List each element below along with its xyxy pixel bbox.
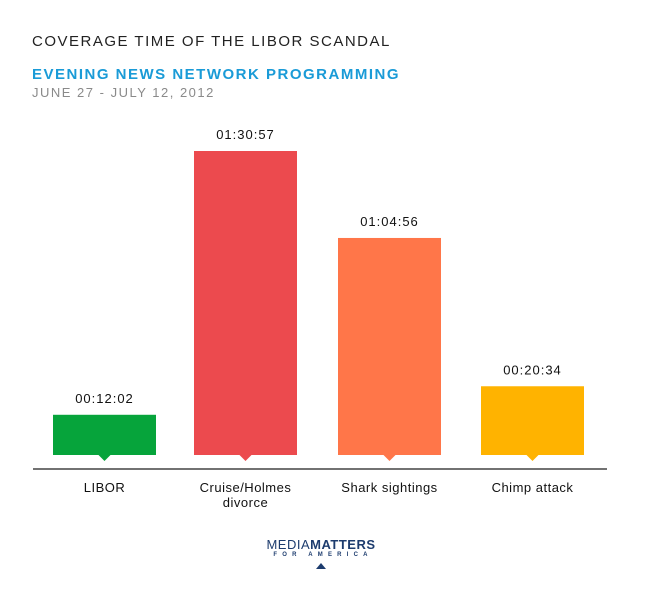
category-label: LIBOR [84,480,126,495]
bar-pointer [526,455,539,461]
category-label: Shark sightings [341,480,437,495]
date-range: JUNE 27 - JULY 12, 2012 [32,85,215,100]
bar-value-label: 00:20:34 [503,362,562,377]
bar-value-label: 00:12:02 [75,391,134,406]
chart-title: COVERAGE TIME OF THE LIBOR SCANDAL [32,33,391,50]
bar [338,237,441,455]
media-matters-logo: MEDIAMATTERS FOR AMERICA [266,538,376,569]
bar-value-label: 01:04:56 [360,214,419,229]
category-label: Cruise/Holmes [200,480,292,495]
logo-triangle-icon [316,563,326,569]
category-label: divorce [223,495,268,510]
bar [481,386,584,455]
logo-wordmark: MEDIAMATTERS [266,537,376,552]
bar-pointer [383,455,396,461]
chart-subtitle: EVENING NEWS NETWORK PROGRAMMING [32,66,401,83]
bar-pointer [98,455,111,461]
bar-pointer [239,455,252,461]
bar [53,414,156,455]
bar [194,151,297,455]
category-label: Chimp attack [492,480,574,495]
logo-tagline: FOR AMERICA [273,552,373,558]
bar-value-label: 01:30:57 [216,127,275,142]
